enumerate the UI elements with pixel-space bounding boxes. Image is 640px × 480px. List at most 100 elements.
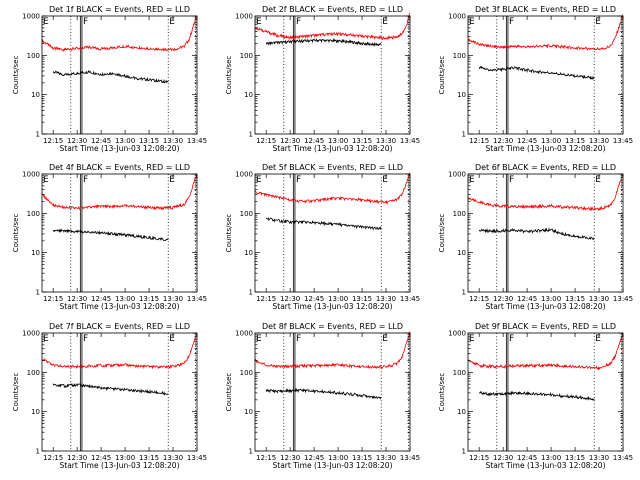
series-line-lld xyxy=(467,14,624,51)
flag-label: E xyxy=(595,175,601,185)
flag-label: E xyxy=(256,17,262,27)
plot-frame xyxy=(41,332,198,452)
y-axis-label: Counts/sec xyxy=(12,373,20,412)
y-tick-label: 10 xyxy=(244,91,253,99)
x-tick-label: 13:30 xyxy=(589,295,609,303)
x-tick-label: 12:45 xyxy=(304,454,324,462)
series-line-lld xyxy=(41,173,198,211)
x-tick-label: 12:15 xyxy=(43,454,63,462)
y-tick-label: 10 xyxy=(31,408,40,416)
panel-title: Det 7f BLACK = Events, RED = LLD xyxy=(49,322,190,331)
x-tick-label: 12:15 xyxy=(469,137,489,145)
panel-title: Det 4f BLACK = Events, RED = LLD xyxy=(49,163,190,172)
x-tick-label: 12:30 xyxy=(493,137,513,145)
y-tick-label: 100 xyxy=(453,210,466,218)
x-axis-label: Start Time (13-Jun-03 12:08:20) xyxy=(60,461,180,470)
y-tick-label: 1 xyxy=(249,131,253,139)
flag-label: E xyxy=(169,334,175,344)
y-axis-label: Counts/sec xyxy=(225,214,233,253)
x-tick-label: 13:45 xyxy=(187,454,207,462)
series-line-events xyxy=(478,390,595,401)
series-line-lld xyxy=(254,172,411,205)
y-tick-label: 100 xyxy=(240,210,253,218)
y-axis-label: Counts/sec xyxy=(225,56,233,95)
x-tick-label: 13:15 xyxy=(139,137,159,145)
y-tick-label: 1000 xyxy=(448,13,466,21)
x-axis-label: Start Time (13-Jun-03 12:08:20) xyxy=(273,302,393,311)
plot-frame xyxy=(467,15,624,135)
plot-frame xyxy=(467,173,624,293)
x-tick-label: 13:45 xyxy=(400,295,420,303)
flag-label: F xyxy=(509,334,514,344)
flag-label: F xyxy=(509,175,514,185)
x-tick-label: 12:45 xyxy=(517,454,537,462)
series-line-lld xyxy=(41,332,198,370)
x-tick-label: 12:30 xyxy=(67,137,87,145)
y-axis-label: Counts/sec xyxy=(12,56,20,95)
x-tick-label: 12:30 xyxy=(493,295,513,303)
y-tick-label: 1000 xyxy=(22,330,40,338)
x-tick-label: 12:15 xyxy=(43,137,63,145)
y-tick-label: 10 xyxy=(457,408,466,416)
x-tick-label: 13:15 xyxy=(352,137,372,145)
plot-frame xyxy=(467,332,624,452)
x-axis-label: Start Time (13-Jun-03 12:08:20) xyxy=(60,144,180,153)
x-tick-label: 12:15 xyxy=(43,295,63,303)
flag-label: E xyxy=(469,17,475,27)
flag-label: E xyxy=(595,334,601,344)
x-tick-label: 13:45 xyxy=(187,137,207,145)
series-line-events xyxy=(52,70,169,84)
flag-label: F xyxy=(296,334,301,344)
series-line-lld xyxy=(254,331,411,370)
flag-label: F xyxy=(83,334,88,344)
x-tick-label: 13:30 xyxy=(163,295,183,303)
y-tick-label: 10 xyxy=(31,91,40,99)
series-line-lld xyxy=(41,15,198,53)
y-tick-label: 1000 xyxy=(448,330,466,338)
series-line-events xyxy=(52,383,169,396)
y-tick-label: 1000 xyxy=(22,13,40,21)
x-tick-label: 12:45 xyxy=(517,137,537,145)
panel-title: Det 5f BLACK = Events, RED = LLD xyxy=(262,163,403,172)
x-tick-label: 13:00 xyxy=(328,454,348,462)
flag-label: E xyxy=(469,175,475,185)
y-tick-label: 10 xyxy=(457,249,466,257)
panel-title: Det 3f BLACK = Events, RED = LLD xyxy=(475,5,616,14)
flag-label: E xyxy=(43,334,49,344)
series-line-events xyxy=(265,217,382,231)
panel-title: Det 2f BLACK = Events, RED = LLD xyxy=(262,5,403,14)
x-tick-label: 13:45 xyxy=(613,295,633,303)
y-tick-label: 10 xyxy=(244,408,253,416)
x-tick-label: 12:30 xyxy=(280,295,300,303)
x-tick-label: 12:30 xyxy=(280,137,300,145)
flag-label: E xyxy=(469,334,475,344)
x-tick-label: 13:00 xyxy=(115,137,135,145)
flag-label: E xyxy=(256,175,262,185)
y-tick-label: 10 xyxy=(457,91,466,99)
series-line-lld xyxy=(467,332,624,371)
flag-label: E xyxy=(169,17,175,27)
flag-label: E xyxy=(595,17,601,27)
panel-title: Det 8f BLACK = Events, RED = LLD xyxy=(262,322,403,331)
x-tick-label: 13:00 xyxy=(328,295,348,303)
series-line-events xyxy=(52,228,169,242)
x-tick-label: 12:45 xyxy=(517,295,537,303)
x-tick-label: 13:30 xyxy=(376,454,396,462)
y-tick-label: 100 xyxy=(27,52,40,60)
x-tick-label: 13:45 xyxy=(187,295,207,303)
x-tick-label: 13:45 xyxy=(400,137,420,145)
x-tick-label: 12:30 xyxy=(67,454,87,462)
y-tick-label: 1 xyxy=(249,289,253,297)
y-tick-label: 1000 xyxy=(448,171,466,179)
y-tick-label: 100 xyxy=(453,369,466,377)
x-tick-label: 13:45 xyxy=(613,137,633,145)
plot-frame xyxy=(254,173,411,293)
y-axis-label: Counts/sec xyxy=(225,373,233,412)
x-tick-label: 13:15 xyxy=(352,295,372,303)
x-tick-label: 13:45 xyxy=(400,454,420,462)
